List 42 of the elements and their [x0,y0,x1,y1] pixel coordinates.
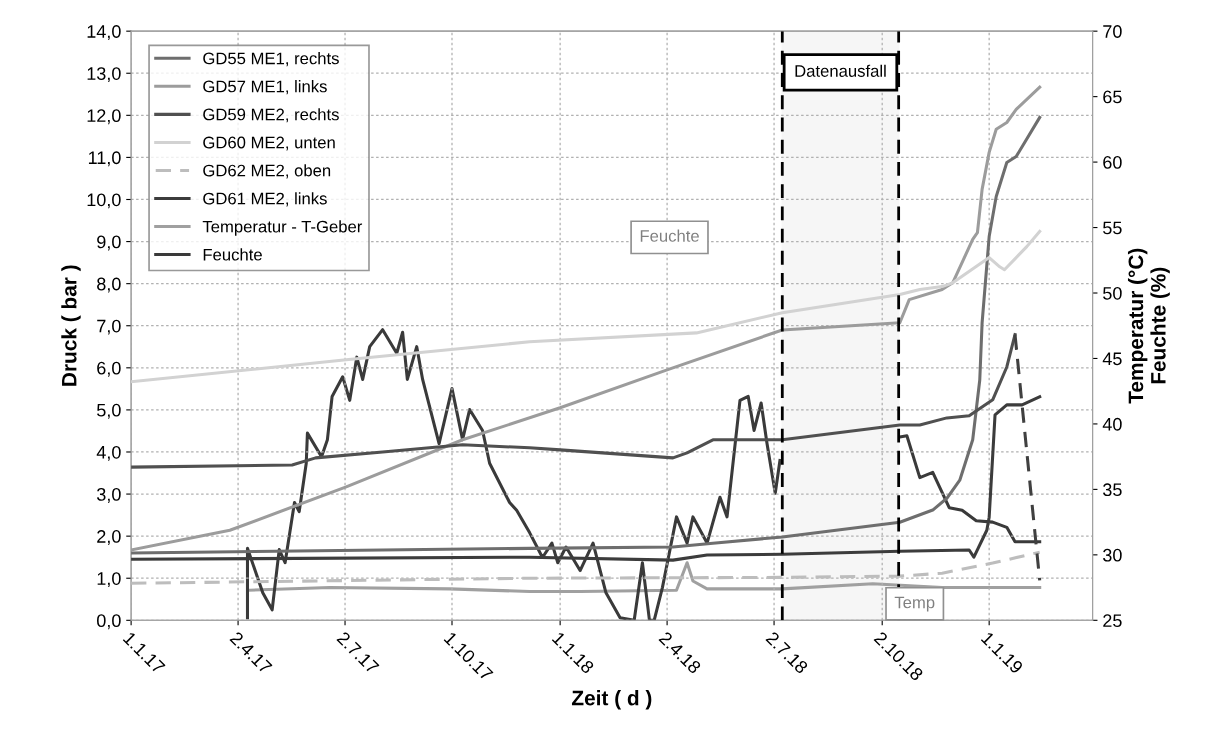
legend-label: Temperatur - T-Geber [202,220,363,236]
band-label: Datenausfall [795,64,886,77]
y-tick-label: 13,0 [87,67,121,83]
y-tick-label: 0,0 [97,614,121,630]
y-tick-label: 14,0 [87,25,121,41]
y2-tick-label: 25 [1103,614,1122,628]
y-tick-label: 10,0 [87,193,121,209]
y2-tick-label: 40 [1102,417,1122,431]
y2-tick-label: 65 [1103,90,1122,104]
y-tick-label: 4,0 [96,445,121,461]
y-axis-title: Druck ( bar ) [61,265,81,386]
legend-label: GD59 ME2, rechts [203,108,339,123]
x-axis-title: Zeit ( d ) [571,690,652,710]
legend-label: GD60 ME2, unten [203,136,335,151]
y2-tick-label: 35 [1103,483,1122,497]
y-tick-label: 3,0 [96,488,121,503]
y-tick-label: 7,0 [97,319,121,335]
y2-tick-label: 45 [1102,352,1122,366]
y-tick-label: 1,0 [97,572,121,588]
y2-tick-label: 50 [1103,286,1122,300]
line-series [131,333,1017,469]
line-series [248,561,1042,594]
y-tick-label: 8,0 [97,277,121,293]
annotation: Temp [894,596,935,612]
y2-tick-label: 60 [1103,156,1122,169]
legend-label: GD61 ME2, links [203,192,327,207]
y2-tick-label: 30 [1103,548,1122,562]
y-tick-label: 2,0 [97,530,121,545]
y2-tick-label: 55 [1103,221,1122,235]
legend-label: GD62 ME2, oben [203,164,331,179]
y2-tick-label: 70 [1103,25,1122,38]
legend-label: GD55 ME1, rechts [203,52,339,67]
line-series [131,550,1042,585]
y-tick-label: 6,0 [97,361,121,377]
annotation: Feuchte [640,229,699,242]
y-tick-label: 9,0 [97,235,121,251]
y-tick-label: 11,0 [88,151,121,167]
legend-label: GD57 ME1, links [203,80,327,95]
y-tick-label: 5,0 [97,403,121,419]
legend-label: Feuchte [203,248,262,261]
y2-axis-title: Temperatur (°C) Feuchte (%) [1127,248,1170,404]
y-tick-label: 12,0 [87,109,121,125]
